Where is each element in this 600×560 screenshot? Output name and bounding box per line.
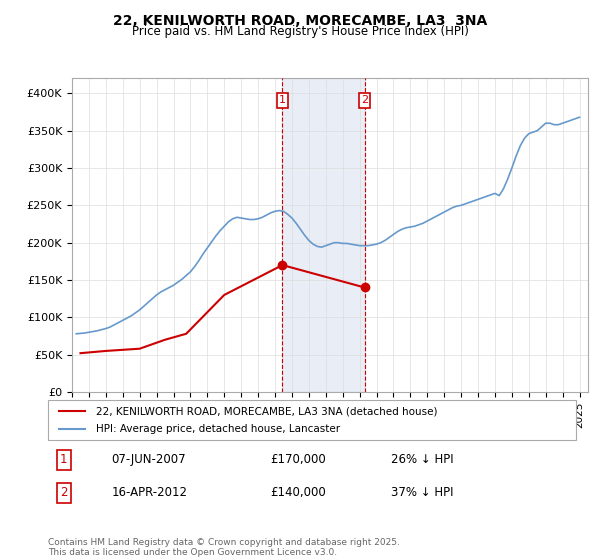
Text: 1: 1 [60, 453, 68, 466]
Text: Contains HM Land Registry data © Crown copyright and database right 2025.
This d: Contains HM Land Registry data © Crown c… [48, 538, 400, 557]
Bar [283, 78, 365, 392]
Text: 22, KENILWORTH ROAD, MORECAMBE, LA3 3NA (detached house): 22, KENILWORTH ROAD, MORECAMBE, LA3 3NA … [95, 407, 437, 417]
Text: £140,000: £140,000 [270, 486, 326, 499]
Text: 16-APR-2012: 16-APR-2012 [112, 486, 187, 499]
Text: Price paid vs. HM Land Registry's House Price Index (HPI): Price paid vs. HM Land Registry's House … [131, 25, 469, 38]
Text: £170,000: £170,000 [270, 453, 326, 466]
Text: 2: 2 [60, 486, 68, 499]
Text: 2: 2 [361, 95, 368, 105]
Text: 37% ↓ HPI: 37% ↓ HPI [391, 486, 454, 499]
Text: 07-JUN-2007: 07-JUN-2007 [112, 453, 186, 466]
Text: 26% ↓ HPI: 26% ↓ HPI [391, 453, 454, 466]
FancyBboxPatch shape [48, 400, 576, 440]
Text: 22, KENILWORTH ROAD, MORECAMBE, LA3  3NA: 22, KENILWORTH ROAD, MORECAMBE, LA3 3NA [113, 14, 487, 28]
Text: 1: 1 [279, 95, 286, 105]
Text: HPI: Average price, detached house, Lancaster: HPI: Average price, detached house, Lanc… [95, 423, 340, 433]
